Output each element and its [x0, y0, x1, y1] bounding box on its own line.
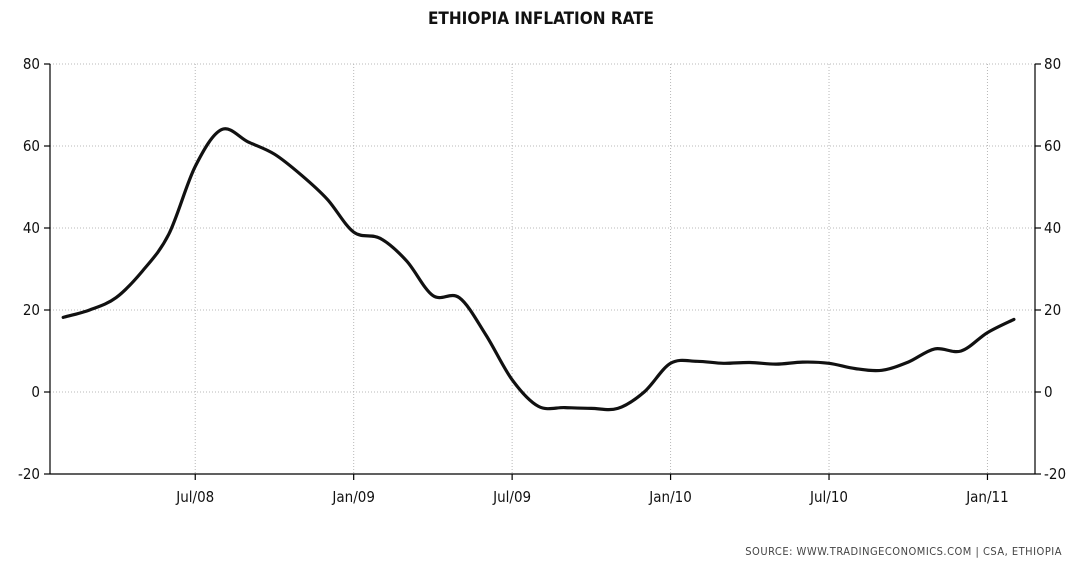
y-tick-label: 60 [1044, 137, 1061, 155]
y-tick-label: 20 [1044, 301, 1061, 319]
y-tick-label: 0 [31, 383, 40, 401]
x-tick-label: Jan/09 [331, 488, 375, 506]
chart-title: ETHIOPIA INFLATION RATE [428, 9, 654, 29]
y-tick-label: 60 [23, 137, 40, 155]
y-tick-label: 0 [1044, 383, 1053, 401]
grid [50, 63, 1035, 474]
x-tick-label: Jan/10 [648, 488, 692, 506]
x-tick-label: Jan/11 [965, 488, 1009, 506]
y-axis-left-ticks: -20 0 20 40 60 80 [18, 55, 40, 483]
y-tick-label: -20 [18, 465, 40, 483]
y-tick-label: -20 [1044, 465, 1066, 483]
y-axis-right-ticks: -20 0 20 40 60 80 [1044, 55, 1066, 483]
source-note: SOURCE: WWW.TRADINGECONOMICS.COM | CSA, … [745, 545, 1062, 558]
x-axis-ticks: Jul/08 Jan/09 Jul/09 Jan/10 Jul/10 Jan/11 [175, 488, 1008, 506]
axes [44, 63, 1041, 480]
y-tick-label: 20 [23, 301, 40, 319]
series-layer [61, 127, 1016, 412]
y-tick-label: 40 [1044, 219, 1061, 237]
x-tick-label: Jul/08 [175, 488, 214, 506]
x-tick-label: Jul/10 [809, 488, 848, 506]
y-tick-label: 80 [1044, 55, 1061, 73]
x-tick-label: Jul/09 [492, 488, 531, 506]
y-tick-label: 80 [23, 55, 40, 73]
inflation-rate-series-line [61, 127, 1016, 412]
y-tick-label: 40 [23, 219, 40, 237]
